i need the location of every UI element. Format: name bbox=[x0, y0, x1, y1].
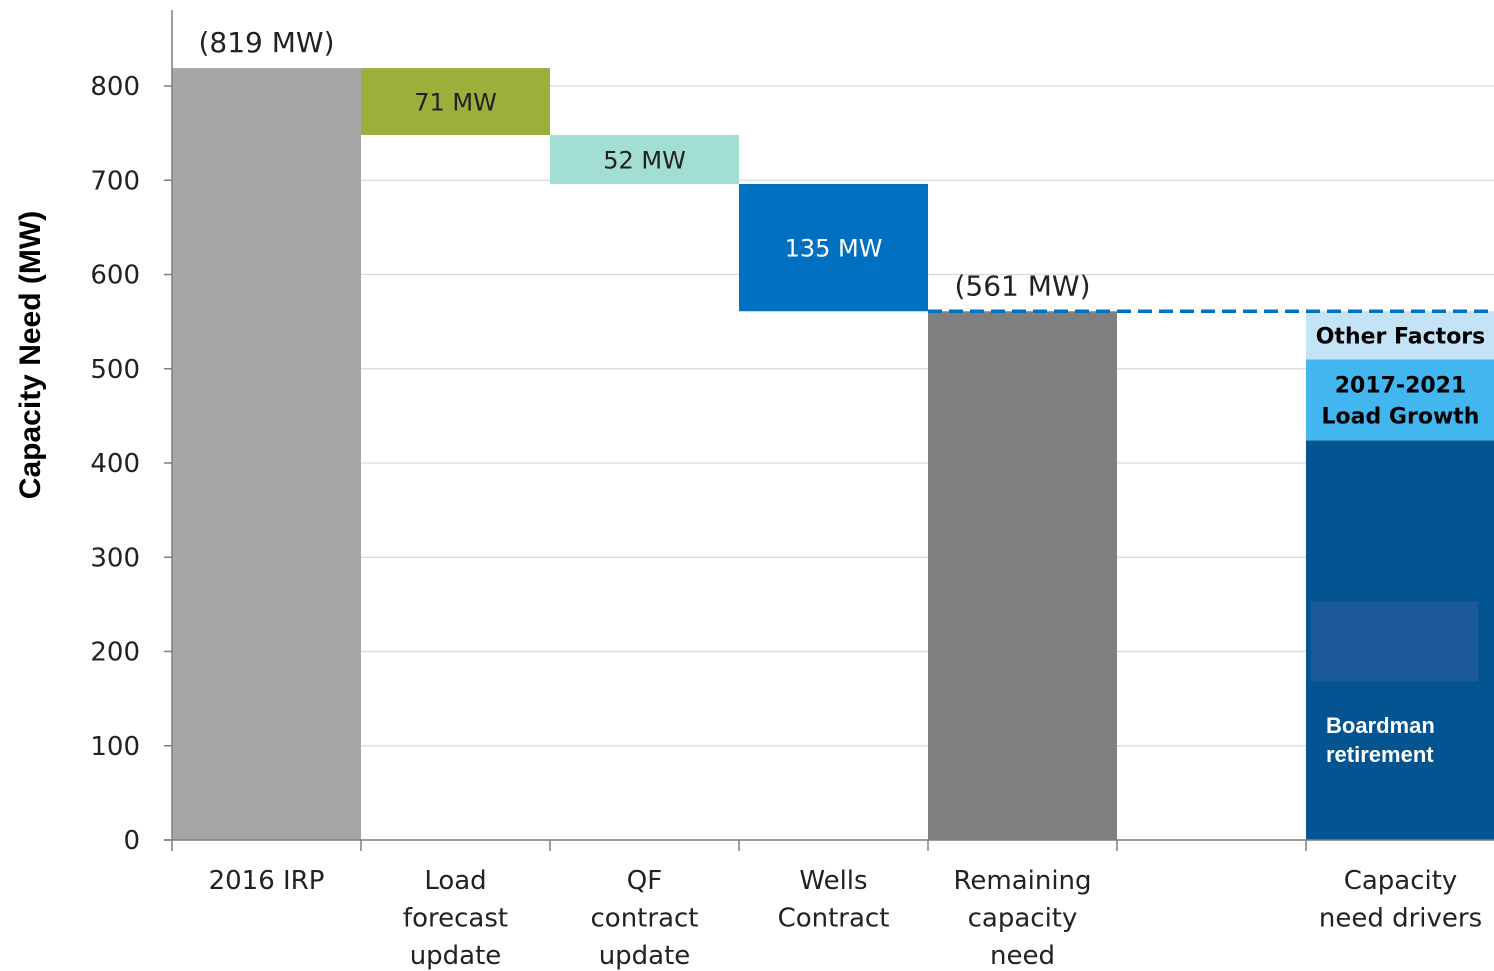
x-category-label: need drivers bbox=[1319, 904, 1482, 934]
y-tick-label: 0 bbox=[123, 826, 140, 856]
x-category-label: Load bbox=[424, 866, 486, 896]
y-tick-label: 200 bbox=[90, 638, 140, 668]
segment-label: Boardman bbox=[1326, 713, 1435, 738]
axes: 0 100 200 300 400 500 600 700 800 2016 IRP Load for… bbox=[90, 10, 1494, 971]
x-category-label: QF bbox=[627, 866, 662, 896]
stacked-drivers-bar bbox=[1306, 311, 1494, 840]
x-category-label: Capacity bbox=[1344, 866, 1458, 896]
bar-value-label: 52 MW bbox=[603, 147, 686, 175]
bar-value-label: 71 MW bbox=[414, 89, 497, 117]
x-category-label: update bbox=[599, 941, 691, 971]
y-tick-label: 400 bbox=[90, 449, 140, 479]
x-category-label: need bbox=[990, 941, 1055, 971]
stack-segment bbox=[1306, 311, 1494, 360]
segment-label: retirement bbox=[1326, 742, 1434, 767]
x-category-label: Remaining bbox=[953, 866, 1091, 896]
bar-value-label: (819 MW) bbox=[198, 26, 334, 59]
bar bbox=[172, 68, 361, 840]
y-tick-label: 600 bbox=[90, 261, 140, 291]
bar-value-label: 135 MW bbox=[785, 235, 883, 263]
bars-layer bbox=[172, 68, 1117, 840]
bar bbox=[550, 135, 739, 185]
y-axis-label: Capacity Need (MW) bbox=[14, 211, 47, 499]
x-category-label: 2016 IRP bbox=[209, 866, 325, 896]
y-tick-label: 100 bbox=[90, 732, 140, 762]
bar bbox=[928, 311, 1117, 840]
x-category-label: contract bbox=[591, 904, 699, 934]
labels-layer: (819 MW) 71 MW 52 MW 135 MW (561 MW) Boardman… bbox=[198, 26, 1492, 767]
segment-highlight bbox=[1311, 601, 1478, 682]
y-tick-label: 500 bbox=[90, 355, 140, 385]
y-tick-label: 700 bbox=[90, 166, 140, 196]
bar bbox=[739, 184, 928, 312]
segment-label: 2017-2021 bbox=[1335, 373, 1467, 398]
segment-label: Load Growth bbox=[1322, 404, 1480, 429]
x-category-label: Wells bbox=[799, 866, 867, 896]
x-category-label: forecast bbox=[403, 904, 508, 934]
x-category-label: update bbox=[410, 941, 502, 971]
y-tick-label: 800 bbox=[90, 72, 140, 102]
stack-segment bbox=[1306, 359, 1494, 441]
bar bbox=[361, 68, 550, 136]
x-category-label: Contract bbox=[778, 904, 890, 934]
x-category-label: capacity bbox=[968, 904, 1078, 934]
segment-label: Other Factors bbox=[1316, 324, 1486, 349]
bar-value-label: (561 MW) bbox=[954, 269, 1090, 302]
y-tick-label: 300 bbox=[90, 543, 140, 573]
